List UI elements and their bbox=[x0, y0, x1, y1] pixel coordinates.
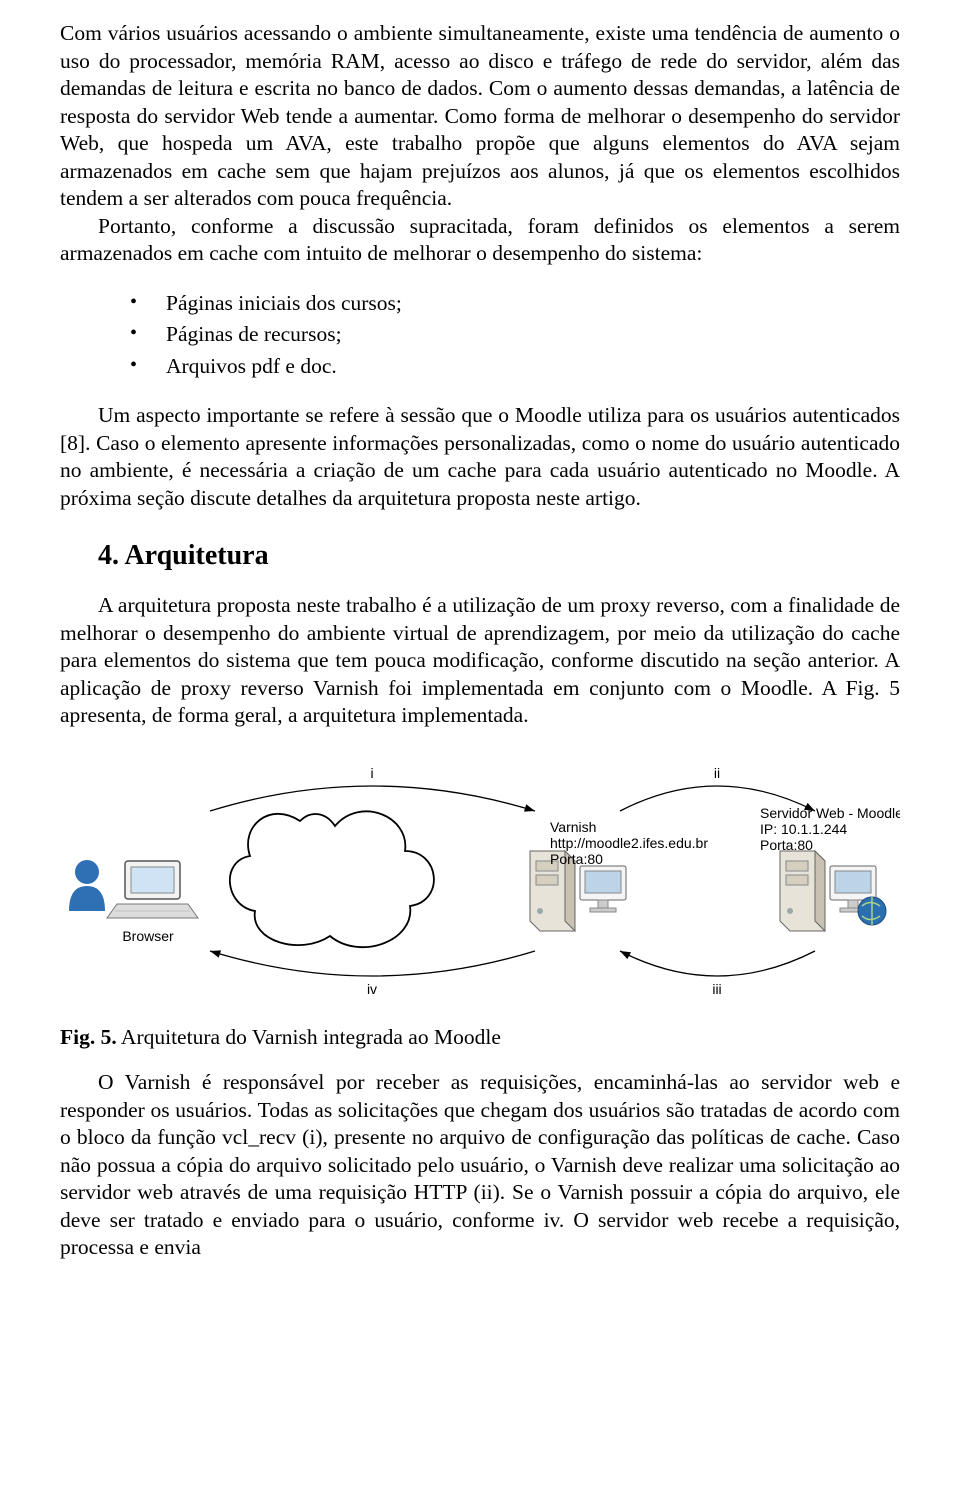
varnish-url: http://moodle2.ifes.edu.br bbox=[550, 835, 708, 851]
paragraph-4: A arquitetura proposta neste trabalho é … bbox=[60, 592, 900, 730]
section-heading: 4. Arquitetura bbox=[98, 538, 900, 574]
user-icon bbox=[69, 860, 105, 911]
figure-5: i ii iii iv Browser bbox=[60, 756, 900, 1006]
paragraph-5: O Varnish é responsável por receber as r… bbox=[60, 1069, 900, 1262]
edge-iv-label: iv bbox=[367, 981, 377, 997]
varnish-title: Varnish bbox=[550, 819, 596, 835]
webserver-port: Porta:80 bbox=[760, 837, 813, 853]
laptop-icon bbox=[107, 861, 198, 918]
paragraph-2: Portanto, conforme a discussão supracita… bbox=[60, 213, 900, 268]
paragraph-3: Um aspecto importante se refere à sessão… bbox=[60, 402, 900, 512]
edge-iii bbox=[620, 951, 815, 976]
cloud-icon bbox=[230, 811, 434, 947]
caption-text: Arquitetura do Varnish integrada ao Mood… bbox=[117, 1025, 501, 1049]
architecture-diagram: i ii iii iv Browser bbox=[60, 756, 900, 1006]
bullet-list: Páginas iniciais dos cursos; Páginas de … bbox=[130, 290, 900, 381]
webserver-icon bbox=[780, 851, 886, 931]
bullet-item: Páginas de recursos; bbox=[130, 321, 900, 349]
edge-ii-label: ii bbox=[714, 765, 720, 781]
webserver-ip: IP: 10.1.1.244 bbox=[760, 821, 847, 837]
edge-iii-label: iii bbox=[712, 981, 721, 997]
bullet-item: Páginas iniciais dos cursos; bbox=[130, 290, 900, 318]
paragraph-1: Com vários usuários acessando o ambiente… bbox=[60, 20, 900, 213]
edge-i bbox=[210, 786, 535, 811]
caption-bold: Fig. 5. bbox=[60, 1025, 117, 1049]
document-page: Com vários usuários acessando o ambiente… bbox=[0, 0, 960, 1302]
bullet-item: Arquivos pdf e doc. bbox=[130, 353, 900, 381]
varnish-port: Porta:80 bbox=[550, 851, 603, 867]
figure-5-caption: Fig. 5. Arquitetura do Varnish integrada… bbox=[60, 1024, 900, 1052]
edge-iv bbox=[210, 951, 535, 976]
browser-label: Browser bbox=[122, 928, 174, 944]
edge-i-label: i bbox=[370, 765, 373, 781]
webserver-title: Servidor Web - Moodle bbox=[760, 805, 900, 821]
